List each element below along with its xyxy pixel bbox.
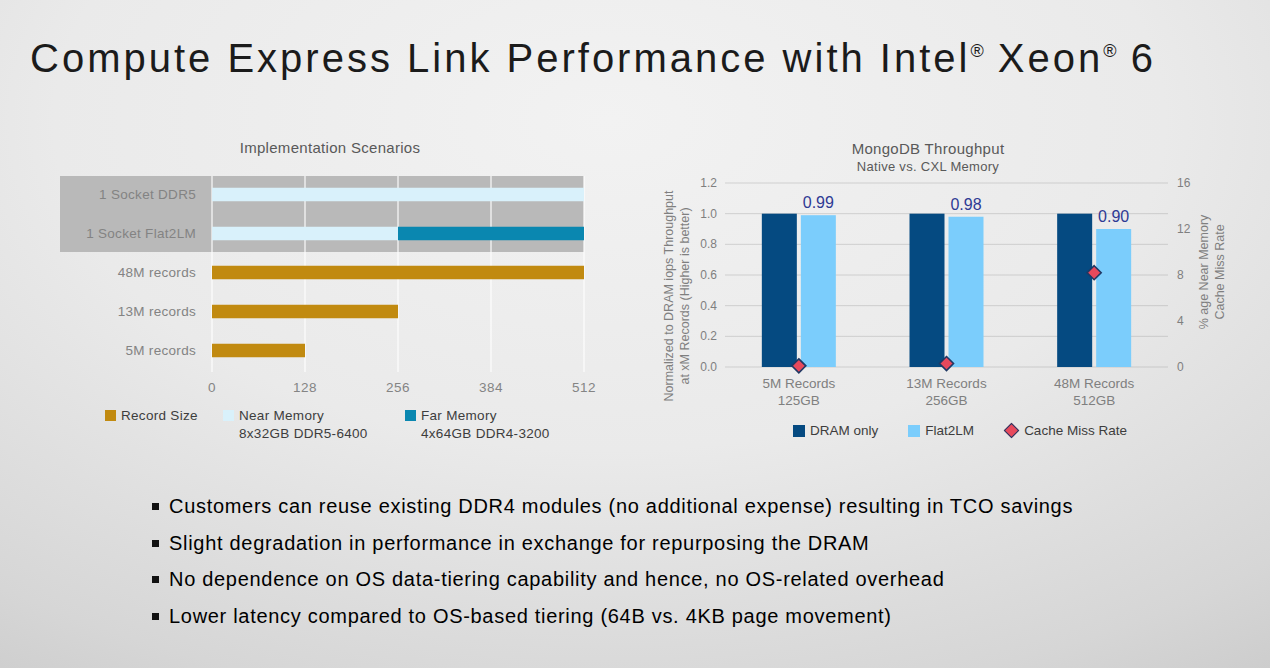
y-tick-label-right: 16: [1177, 176, 1191, 190]
y-tick-label-left: 0.6: [700, 268, 717, 282]
axis-title-line: at xM Records (Higher is better): [677, 191, 693, 402]
bar-dram-only: [762, 214, 797, 367]
bullet-square-icon: [152, 576, 159, 583]
right-chart-plot: 0.0 0.2 0.4 0.6 0.8 1.0 1.2 0 4 8 12 16 0.99 5M Recor…: [690, 175, 1210, 420]
y-tick-label-left: 0.4: [700, 299, 717, 313]
axis-title-line: % age Near Memory: [1197, 215, 1213, 330]
y-tick-label-right: 12: [1177, 222, 1191, 236]
bullet-square-icon: [152, 613, 159, 620]
y-tick-label-right: 4: [1177, 314, 1184, 328]
legend-label: Record Size: [121, 407, 198, 425]
bar-dram-only: [1057, 214, 1092, 367]
legend-sublabel: 8x32GB DDR5-6400: [239, 425, 368, 443]
legend-swatch: [405, 410, 416, 421]
axis-title-line: Cache Miss Rate: [1212, 215, 1228, 330]
right-chart-right-axis-title: % age Near MemoryCache Miss Rate: [1197, 215, 1228, 330]
category-label: 13M records: [118, 304, 196, 319]
category-label-line2: 256GB: [925, 393, 967, 408]
bar-segment: [212, 227, 398, 241]
right-chart-title: MongoDB Throughput: [690, 140, 1166, 157]
data-label: 0.98: [950, 196, 981, 213]
category-label-line1: 48M Records: [1054, 376, 1135, 391]
y-tick-label-left: 0.8: [700, 237, 717, 251]
y-tick-label-right: 0: [1177, 360, 1184, 374]
bullet-item: No dependence on OS data-tiering capabil…: [152, 568, 1073, 592]
legend-label: Far Memory: [421, 407, 550, 425]
legend-swatch: [223, 410, 234, 421]
bar-segment: [212, 266, 584, 280]
legend-swatch: [105, 410, 116, 421]
y-tick-label-left: 1.0: [700, 207, 717, 221]
x-tick-label: 384: [479, 380, 503, 395]
left-chart-plot: 1 Socket DDR5 1 Socket Flat2LM 48M records…: [40, 135, 630, 405]
category-label-line1: 13M Records: [906, 376, 987, 391]
legend-item: Record Size: [105, 407, 198, 425]
data-label: 0.90: [1098, 208, 1129, 225]
legend-item: DRAM only: [793, 423, 878, 438]
bullet-square-icon: [152, 540, 159, 547]
legend-sublabel: 4x64GB DDR4-3200: [421, 425, 550, 443]
bar-segment: [398, 227, 584, 241]
bullet-text: Slight degradation in performance in exc…: [169, 532, 869, 556]
bullet-text: No dependence on OS data-tiering capabil…: [169, 568, 945, 592]
category-label: 48M records: [118, 265, 196, 280]
bar-flat2lm: [949, 217, 984, 367]
x-tick-label: 512: [572, 380, 596, 395]
x-tick-label: 128: [293, 380, 317, 395]
bullet-item: Customers can reuse existing DDR4 module…: [152, 495, 1073, 519]
bullet-square-icon: [152, 503, 159, 510]
bar-segment: [212, 344, 305, 358]
x-tick-label: 256: [386, 380, 410, 395]
implementation-scenarios-chart: Implementation Scenarios 1 Socket DDR51 …: [40, 135, 630, 455]
slide-title: Compute Express Link Performance with In…: [30, 34, 1156, 82]
x-tick-label: 0: [208, 380, 216, 395]
y-tick-label-left: 0.2: [700, 329, 717, 343]
bullet-item: Lower latency compared to OS-based tieri…: [152, 605, 1073, 629]
right-chart-subtitle: Native vs. CXL Memory: [690, 159, 1166, 174]
slide: Compute Express Link Performance with In…: [0, 0, 1270, 668]
bar-segment: [212, 305, 398, 319]
legend-label: DRAM only: [810, 423, 878, 438]
bullet-item: Slight degradation in performance in exc…: [152, 532, 1073, 556]
bar-segment: [212, 188, 584, 202]
right-chart-legend: DRAM only Flat2LM Cache Miss Rate: [740, 423, 1180, 438]
category-label-line2: 125GB: [778, 393, 820, 408]
legend-swatch: [908, 425, 920, 437]
y-tick-label-right: 8: [1177, 268, 1184, 282]
mongodb-throughput-chart: MongoDB Throughput Native vs. CXL Memory…: [690, 135, 1210, 465]
bullet-text: Customers can reuse existing DDR4 module…: [169, 495, 1073, 519]
axis-title-line: Normalized to DRAM iops Throughput: [662, 191, 678, 402]
right-chart-left-axis-title: Normalized to DRAM iops Throughputat xM …: [662, 191, 693, 402]
category-label: 5M records: [125, 343, 196, 358]
legend-item: Near Memory8x32GB DDR5-6400: [223, 407, 368, 442]
bar-dram-only: [910, 214, 945, 367]
category-label: 1 Socket DDR5: [99, 187, 196, 202]
category-label: 1 Socket Flat2LM: [86, 226, 196, 241]
legend-label: Flat2LM: [925, 423, 974, 438]
data-label: 0.99: [803, 194, 834, 211]
bullet-list: Customers can reuse existing DDR4 module…: [152, 495, 1073, 641]
legend-item: Cache Miss Rate: [1004, 423, 1127, 438]
y-tick-label-left: 1.2: [700, 176, 717, 190]
y-tick-label-left: 0.0: [700, 360, 717, 374]
legend-item: Flat2LM: [908, 423, 974, 438]
bar-flat2lm: [1096, 229, 1131, 367]
category-label-line2: 512GB: [1073, 393, 1115, 408]
legend-item: Far Memory4x64GB DDR4-3200: [405, 407, 550, 442]
legend-label: Cache Miss Rate: [1024, 423, 1127, 438]
bar-flat2lm: [801, 215, 836, 367]
category-label-line1: 5M Records: [762, 376, 835, 391]
bullet-text: Lower latency compared to OS-based tieri…: [169, 605, 892, 629]
legend-swatch: [793, 425, 805, 437]
legend-label: Near Memory: [239, 407, 368, 425]
legend-diamond-marker: [1004, 423, 1020, 439]
